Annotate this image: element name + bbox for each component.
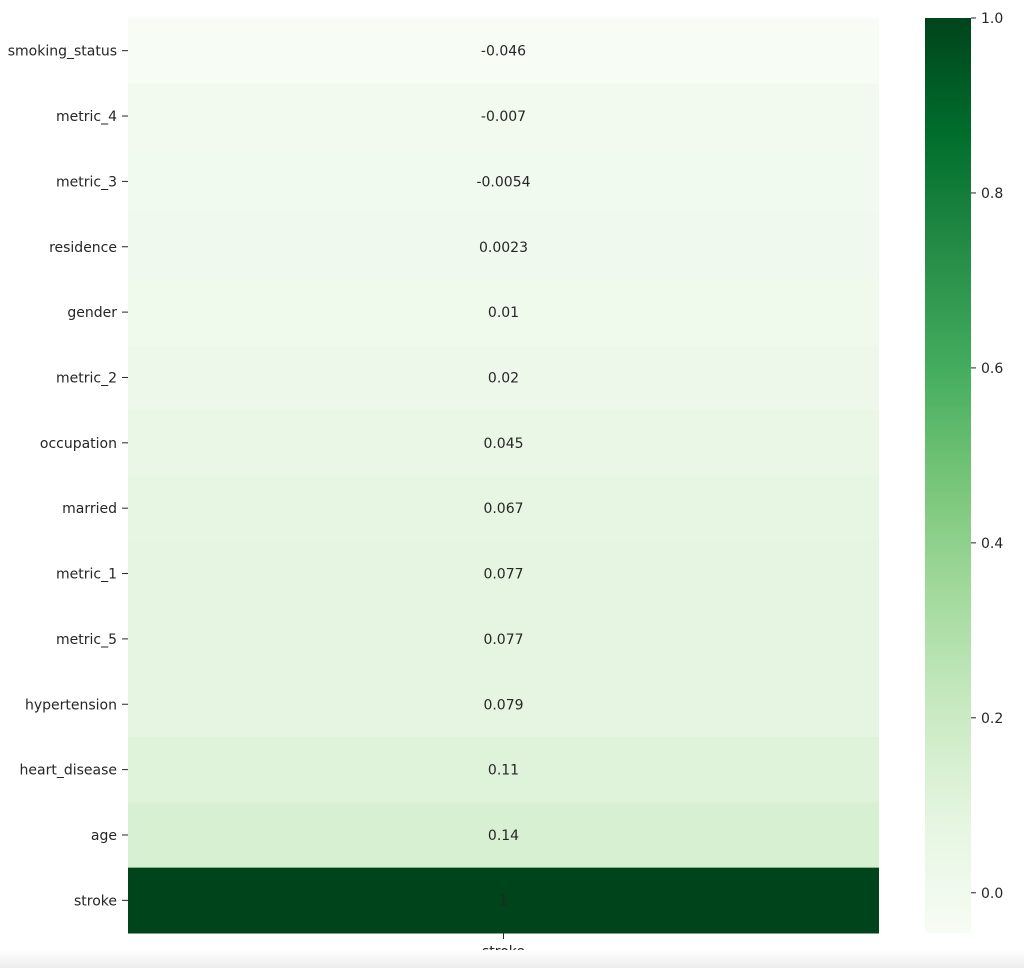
cell-annotation: 0.077 [483, 632, 523, 648]
heatmap-cell [128, 540, 879, 607]
y-tick-label: occupation [40, 436, 117, 452]
cell-annotation: 0.14 [488, 828, 519, 844]
colorbar-tick-label: 1.0 [981, 11, 1003, 27]
cell-annotation: -0.046 [481, 44, 526, 60]
colorbar-tick-label: 0.6 [981, 361, 1003, 377]
heatmap-cell [128, 148, 879, 215]
y-tick-label: metric_4 [56, 109, 117, 125]
colorbar-gradient [925, 18, 971, 933]
heatmap-cell [128, 214, 879, 280]
heatmap-cell [128, 606, 879, 673]
window-bottom-edge [0, 950, 1024, 968]
colorbar-tick-label: 0.4 [981, 536, 1003, 552]
colorbar-tick-label: 0.2 [981, 711, 1003, 727]
cell-annotation: 0.045 [483, 436, 523, 452]
y-tick-label: gender [67, 305, 117, 321]
heatmap-cell [128, 410, 879, 476]
cell-annotation: 0.077 [483, 567, 523, 583]
y-tick-label: metric_5 [56, 632, 117, 648]
heatmap-cell [128, 802, 879, 869]
cell-annotation: 0.01 [488, 305, 519, 321]
cell-annotation: 0.0023 [479, 240, 528, 256]
heatmap-cell [128, 736, 879, 803]
heatmap-cell [128, 279, 879, 346]
cell-annotation: 0.067 [483, 501, 523, 517]
heatmap-cell [128, 671, 879, 738]
y-tick-label: metric_3 [56, 174, 117, 190]
y-tick-label: stroke [74, 893, 117, 909]
y-tick-label: residence [49, 240, 117, 256]
y-tick-label: metric_1 [56, 567, 117, 583]
cell-annotations: -0.046 -0.007 -0.0054 0.0023 0.01 0.02 0.045 0.… [476, 44, 530, 910]
heatmap-cell [128, 867, 879, 934]
cell-annotation: 0.02 [488, 370, 519, 386]
colorbar-tick-label: 0.8 [981, 186, 1003, 202]
heatmap-cell [128, 344, 879, 411]
y-axis: smoking_status metric_4 metric_3 residence g… [8, 44, 128, 909]
y-tick-label: age [91, 828, 117, 844]
cell-annotation: 0.11 [488, 763, 519, 779]
cell-annotation: -0.007 [481, 109, 526, 125]
colorbar: 0.0 0.2 0.4 0.6 0.8 1.0 [925, 11, 1003, 933]
y-tick-label: heart_disease [20, 763, 117, 779]
y-tick-label: smoking_status [8, 44, 117, 60]
heatmap-cell [128, 475, 879, 542]
cell-annotation: -0.0054 [476, 174, 530, 190]
heatmap-cell [128, 83, 879, 150]
cell-annotation: 1 [499, 893, 508, 909]
y-tick-label: married [62, 501, 117, 517]
y-tick-label: hypertension [25, 697, 117, 713]
colorbar-tick-label: 0.0 [981, 886, 1003, 902]
heatmap-cell [128, 18, 879, 84]
cell-annotation: 0.079 [483, 697, 523, 713]
y-tick-label: metric_2 [56, 370, 117, 386]
heatmap-cells [128, 18, 879, 934]
